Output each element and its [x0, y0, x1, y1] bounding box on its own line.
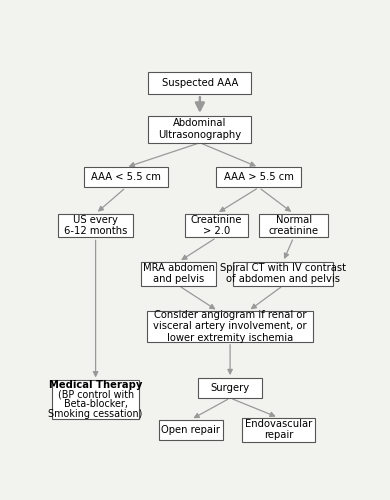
- Text: Suspected AAA: Suspected AAA: [162, 78, 238, 88]
- Text: Spiral CT with IV contrast
of abdomen and pelvis: Spiral CT with IV contrast of abdomen an…: [220, 263, 346, 284]
- FancyBboxPatch shape: [159, 420, 223, 440]
- Text: AAA < 5.5 cm: AAA < 5.5 cm: [91, 172, 161, 182]
- FancyBboxPatch shape: [149, 116, 251, 143]
- FancyBboxPatch shape: [147, 311, 313, 342]
- FancyBboxPatch shape: [149, 72, 251, 94]
- Text: Smoking cessation): Smoking cessation): [48, 409, 143, 419]
- Text: MRA abdomen
and pelvis: MRA abdomen and pelvis: [143, 263, 215, 284]
- Text: Medical Therapy: Medical Therapy: [49, 380, 142, 390]
- FancyBboxPatch shape: [199, 378, 262, 398]
- Text: US every
6-12 months: US every 6-12 months: [64, 215, 127, 236]
- Text: (BP control with: (BP control with: [58, 390, 134, 400]
- FancyBboxPatch shape: [52, 380, 140, 419]
- FancyBboxPatch shape: [58, 214, 133, 238]
- Text: AAA > 5.5 cm: AAA > 5.5 cm: [224, 172, 294, 182]
- FancyBboxPatch shape: [141, 262, 216, 285]
- FancyBboxPatch shape: [83, 168, 168, 188]
- FancyBboxPatch shape: [242, 418, 315, 442]
- FancyBboxPatch shape: [259, 214, 328, 238]
- FancyBboxPatch shape: [233, 262, 333, 285]
- FancyBboxPatch shape: [185, 214, 248, 238]
- Text: Beta-blocker,: Beta-blocker,: [64, 400, 128, 409]
- Text: Open repair: Open repair: [161, 424, 220, 434]
- Text: Normal
creatinine: Normal creatinine: [268, 215, 319, 236]
- FancyBboxPatch shape: [216, 168, 301, 188]
- Text: Surgery: Surgery: [211, 383, 250, 393]
- Text: Abdominal
Ultrasonography: Abdominal Ultrasonography: [158, 118, 241, 140]
- Text: Consider angiogram if renal or
visceral artery involvement, or
lower extremity i: Consider angiogram if renal or visceral …: [153, 310, 307, 343]
- Text: Endovascular
repair: Endovascular repair: [245, 419, 312, 440]
- Text: Creatinine
> 2.0: Creatinine > 2.0: [191, 215, 242, 236]
